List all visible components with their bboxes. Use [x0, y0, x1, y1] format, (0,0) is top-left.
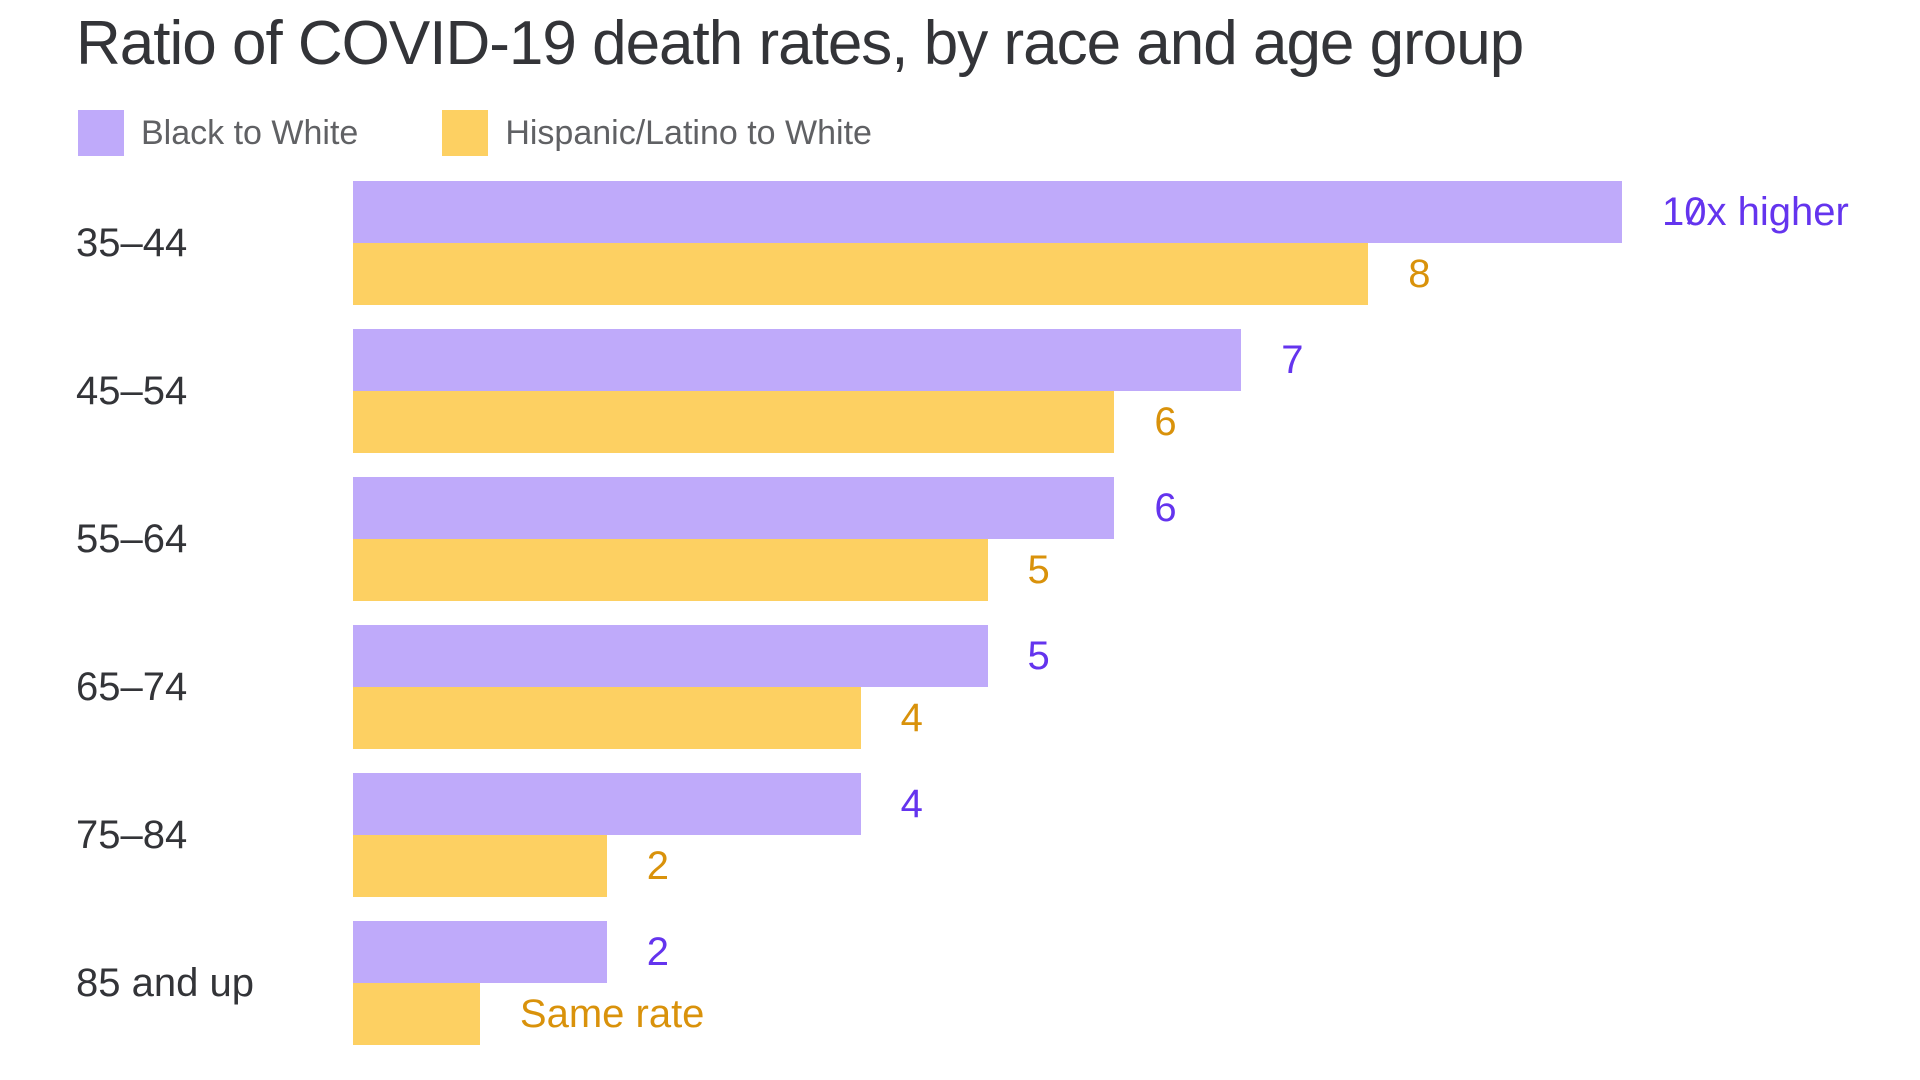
bar-chart: 35–44 10x higher 8 45–54 7 6 55–64 6 5 65–74 5 4 75–…: [76, 181, 1920, 1069]
bar-line: 6: [353, 391, 1920, 453]
bar-group: 65–74 5 4: [76, 625, 1920, 749]
age-group-label: 85 and up: [76, 960, 254, 1005]
bar-line: 2: [353, 835, 1920, 897]
value-label-hispanic-to-white: 8: [1408, 251, 1431, 296]
value-label-hispanic-to-white: Same rate: [519, 991, 705, 1036]
bar-line: 10x higher: [353, 181, 1920, 243]
bar-hispanic-to-white: [353, 983, 480, 1045]
bar-group: 75–84 4 2: [76, 773, 1920, 897]
legend-label-black-to-white: Black to White: [141, 113, 359, 152]
bar-line: 5: [353, 539, 1920, 601]
bar-hispanic-to-white: [353, 391, 1115, 453]
bar-hispanic-to-white: [353, 687, 861, 749]
legend-item-black-to-white: Black to White: [78, 110, 358, 156]
bar-line: 4: [353, 687, 1920, 749]
value-label-black-to-white: 6: [1154, 485, 1177, 530]
bar-line: 2: [353, 921, 1920, 983]
legend: Black to White Hispanic/Latino to White: [78, 110, 872, 156]
value-label-black-to-white: 10x higher: [1662, 189, 1849, 234]
bar-line: 4: [353, 773, 1920, 835]
value-label-hispanic-to-white: 2: [646, 843, 670, 888]
bar-group: 55–64 6 5: [76, 477, 1920, 601]
legend-item-hispanic-to-white: Hispanic/Latino to White: [442, 110, 872, 156]
age-group-label: 75–84: [76, 812, 188, 857]
age-group-label: 55–64: [76, 516, 188, 561]
bar-line: 7: [353, 329, 1920, 391]
bar-hispanic-to-white: [353, 243, 1369, 305]
value-label-black-to-white: 4: [900, 781, 923, 826]
bar-line: 6: [353, 477, 1920, 539]
age-group-label: 35–44: [76, 220, 188, 265]
bar-hispanic-to-white: [353, 835, 607, 897]
bar-black-to-white: [353, 921, 607, 983]
bar-line: Same rate: [353, 983, 1920, 1045]
legend-label-hispanic-to-white: Hispanic/Latino to White: [505, 113, 872, 152]
value-label-black-to-white: 5: [1027, 633, 1050, 678]
bar-line: 8: [353, 243, 1920, 305]
bar-group: 85 and up 2 Same rate: [76, 921, 1920, 1045]
bar-line: 5: [353, 625, 1920, 687]
age-group-label: 45–54: [76, 368, 188, 413]
value-label-hispanic-to-white: 4: [900, 695, 923, 740]
legend-swatch-black-to-white: [78, 110, 124, 156]
bar-black-to-white: [353, 329, 1242, 391]
value-label-black-to-white: 7: [1281, 337, 1304, 382]
bar-hispanic-to-white: [353, 539, 988, 601]
bar-black-to-white: [353, 625, 988, 687]
value-label-black-to-white: 2: [646, 929, 670, 974]
value-label-hispanic-to-white: 6: [1154, 399, 1177, 444]
value-label-hispanic-to-white: 5: [1027, 547, 1050, 592]
age-group-label: 65–74: [76, 664, 188, 709]
bar-black-to-white: [353, 773, 861, 835]
chart-title: Ratio of COVID-19 death rates, by race a…: [76, 9, 1524, 78]
bar-black-to-white: [353, 477, 1115, 539]
legend-swatch-hispanic-to-white: [442, 110, 489, 156]
bar-group: 35–44 10x higher 8: [76, 181, 1920, 305]
bar-black-to-white: [353, 181, 1622, 243]
bar-group: 45–54 7 6: [76, 329, 1920, 453]
